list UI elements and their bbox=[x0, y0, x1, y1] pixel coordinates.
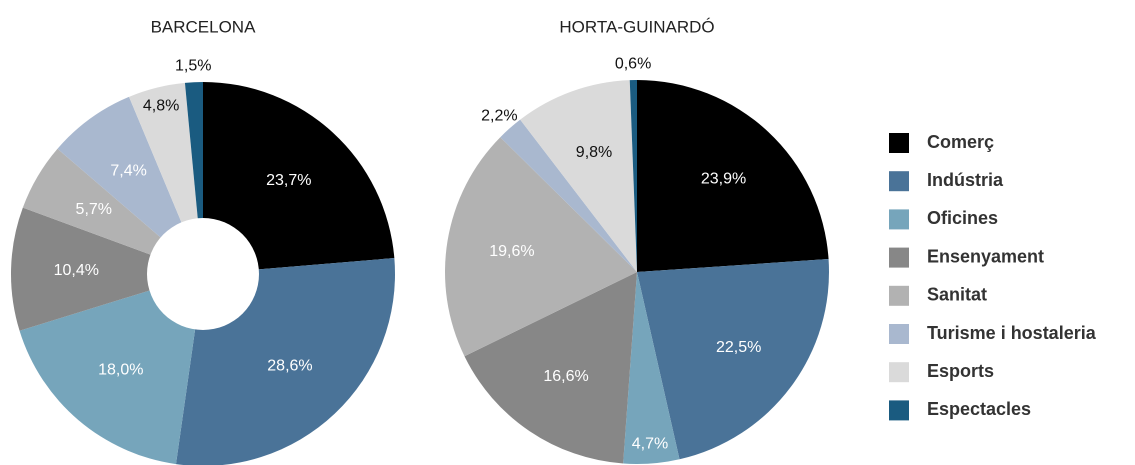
legend-swatch bbox=[889, 400, 909, 421]
donut-hole bbox=[147, 218, 259, 330]
legend-swatch bbox=[889, 324, 909, 344]
slice bbox=[19, 274, 204, 465]
legend-swatch bbox=[889, 209, 909, 230]
value-label: 9,8% bbox=[576, 144, 612, 161]
legend-label: Espectacles bbox=[927, 399, 1031, 419]
value-label: 2,2% bbox=[481, 107, 517, 124]
value-label: 18,0% bbox=[98, 362, 143, 379]
value-label: 16,6% bbox=[543, 368, 588, 385]
chart-title: BARCELONA bbox=[151, 17, 257, 36]
value-label: 7,4% bbox=[110, 163, 146, 180]
legend-label: Comerç bbox=[927, 132, 994, 152]
slice bbox=[629, 80, 637, 272]
value-label: 0,6% bbox=[615, 55, 651, 72]
value-label: 23,7% bbox=[266, 172, 311, 189]
legend-label: Sanitat bbox=[927, 285, 987, 305]
value-label: 23,9% bbox=[701, 171, 746, 188]
slice bbox=[500, 119, 637, 273]
slice bbox=[637, 80, 829, 272]
value-label: 19,6% bbox=[489, 243, 534, 260]
legend-swatch bbox=[889, 247, 909, 268]
value-label: 28,6% bbox=[267, 357, 312, 374]
slice bbox=[520, 80, 637, 273]
slice bbox=[637, 259, 830, 460]
legend-label: Indústria bbox=[927, 170, 1004, 190]
legend-swatch bbox=[889, 285, 909, 306]
slice bbox=[623, 272, 680, 464]
legend-label: Esports bbox=[927, 361, 994, 381]
legend-swatch bbox=[889, 133, 909, 153]
legend-label: Ensenyament bbox=[927, 246, 1044, 266]
legend-label: Turisme i hostaleria bbox=[927, 323, 1097, 343]
chart-title: HORTA-GUINARDÓ bbox=[559, 17, 714, 36]
value-label: 5,7% bbox=[76, 201, 112, 218]
slice bbox=[203, 82, 395, 274]
slice bbox=[464, 272, 637, 464]
value-label: 1,5% bbox=[175, 57, 211, 74]
slice bbox=[445, 137, 637, 357]
value-label: 10,4% bbox=[54, 262, 99, 279]
slice bbox=[11, 207, 204, 331]
legend-swatch bbox=[889, 171, 909, 192]
value-label: 4,7% bbox=[632, 436, 668, 453]
value-label: 22,5% bbox=[716, 339, 761, 356]
value-label: 4,8% bbox=[143, 98, 179, 115]
legend-swatch bbox=[889, 362, 909, 383]
legend-label: Oficines bbox=[927, 208, 998, 228]
slice bbox=[57, 96, 203, 275]
